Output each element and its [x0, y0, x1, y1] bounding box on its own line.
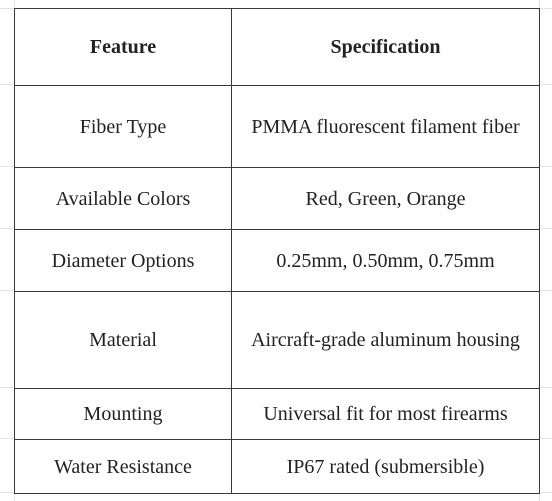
table-row: Fiber Type PMMA fluorescent filament fib…	[14, 85, 540, 168]
table-row: Mounting Universal fit for most firearms	[14, 388, 540, 440]
specification-table: Feature Specification Fiber Type PMMA fl…	[14, 8, 540, 494]
feature-cell: Diameter Options	[14, 229, 232, 292]
specification-cell: Red, Green, Orange	[231, 167, 540, 230]
feature-cell: Material	[14, 291, 232, 389]
feature-column-header: Feature	[14, 8, 232, 86]
specification-column-header: Specification	[231, 8, 540, 86]
table-row: Water Resistance IP67 rated (submersible…	[14, 439, 540, 494]
specification-cell: Aircraft-grade aluminum housing	[231, 291, 540, 389]
specification-cell: PMMA fluorescent filament fiber	[231, 85, 540, 168]
feature-cell: Available Colors	[14, 167, 232, 230]
feature-cell: Mounting	[14, 388, 232, 440]
specification-cell: Universal fit for most firearms	[231, 388, 540, 440]
table-header-row: Feature Specification	[14, 8, 540, 86]
specification-cell: 0.25mm, 0.50mm, 0.75mm	[231, 229, 540, 292]
feature-cell: Water Resistance	[14, 439, 232, 494]
table-row: Material Aircraft-grade aluminum housing	[14, 291, 540, 389]
table-row: Diameter Options 0.25mm, 0.50mm, 0.75mm	[14, 229, 540, 292]
specification-cell: IP67 rated (submersible)	[231, 439, 540, 494]
table-row: Available Colors Red, Green, Orange	[14, 167, 540, 230]
feature-cell: Fiber Type	[14, 85, 232, 168]
